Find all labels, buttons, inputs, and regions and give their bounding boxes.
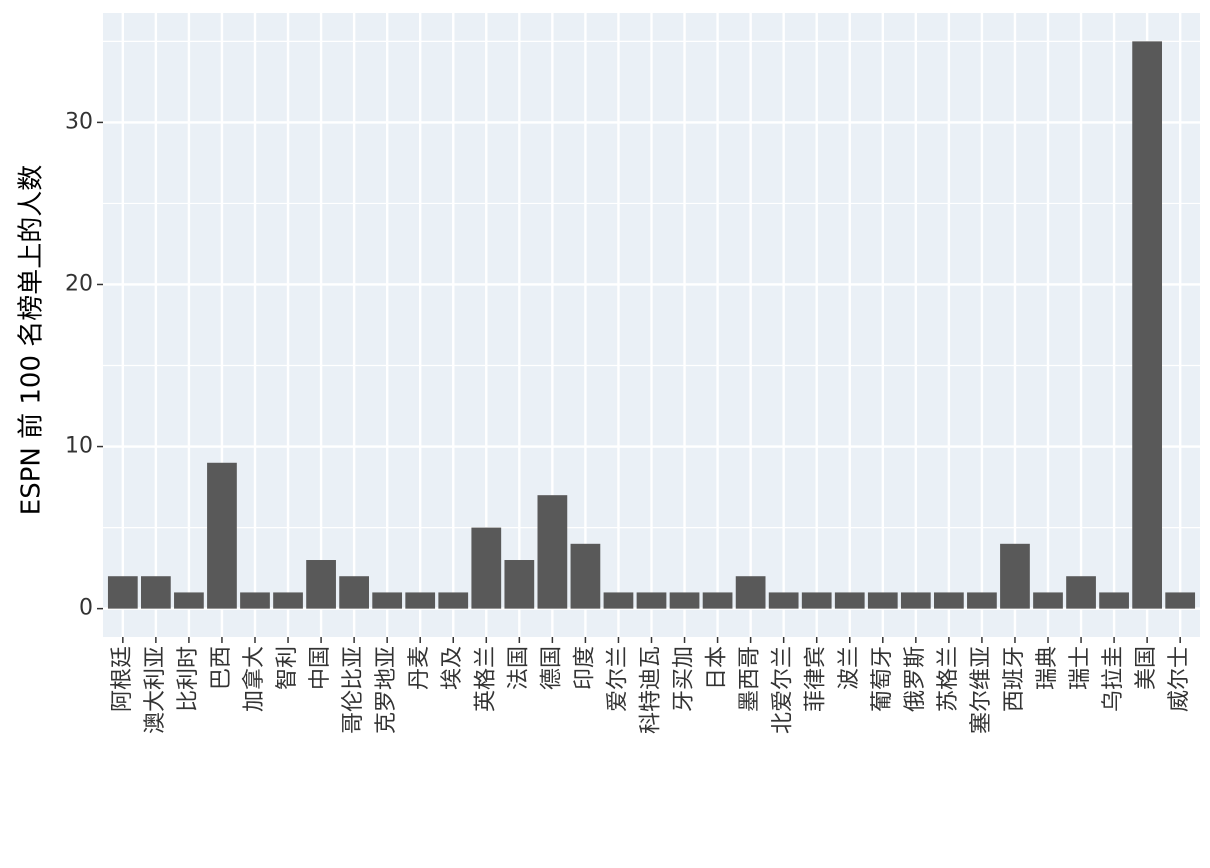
x-tick-label: 墨西哥	[738, 646, 763, 712]
bar	[405, 592, 436, 609]
bar	[174, 592, 204, 609]
x-tick-label: 印度	[572, 646, 597, 690]
x-tick-label: 牙买加	[672, 646, 697, 712]
bar	[240, 592, 270, 609]
bar	[140, 576, 171, 609]
x-tick-label: 北爱尔兰	[771, 646, 796, 734]
x-tick-label: 加拿大	[241, 646, 267, 712]
bar	[306, 560, 336, 609]
x-tick-label: 西班牙	[1002, 646, 1027, 712]
x-tick-label: 克罗地亚	[374, 646, 399, 734]
bar	[1132, 41, 1163, 609]
y-tick-label: 20	[65, 271, 93, 296]
x-tick-label: 哥伦比亚	[341, 646, 366, 734]
bar	[339, 576, 369, 609]
bar	[1099, 592, 1129, 609]
x-tick-label: 法国	[506, 646, 531, 690]
bar	[702, 592, 733, 609]
bar	[603, 592, 634, 609]
bar	[372, 592, 403, 609]
x-tick-label: 巴西	[209, 646, 234, 690]
bar	[471, 527, 502, 609]
x-tick-label: 葡萄牙	[870, 646, 895, 712]
bar	[934, 592, 964, 609]
bar	[967, 592, 997, 609]
x-tick-label: 爱尔兰	[605, 646, 630, 712]
bar	[801, 592, 832, 609]
bar	[570, 543, 601, 609]
bar	[669, 592, 700, 609]
x-tick-label: 埃及	[440, 646, 465, 690]
x-tick-label: 澳大利亚	[143, 646, 168, 734]
x-tick-label: 阿根廷	[110, 646, 135, 712]
x-tick-label: 瑞典	[1035, 646, 1060, 690]
bar	[768, 592, 799, 609]
x-tick-label: 乌拉圭	[1101, 646, 1126, 712]
y-axis-title: ESPN 前 100 名榜单上的人数	[17, 165, 47, 515]
y-tick-label: 0	[79, 596, 93, 621]
x-tick-label: 瑞士	[1068, 646, 1093, 690]
bar	[1066, 576, 1096, 609]
bar	[1000, 543, 1030, 609]
bar	[273, 592, 303, 609]
x-tick-label: 智利	[275, 646, 300, 690]
bar	[1165, 592, 1196, 609]
x-tick-label: 美国	[1134, 646, 1159, 690]
bar	[735, 576, 766, 609]
bar	[207, 462, 237, 609]
y-tick-label: 10	[65, 434, 93, 459]
x-tick-label: 俄罗斯	[903, 646, 928, 712]
x-tick-label: 中国	[308, 646, 333, 690]
x-tick-label: 苏格兰	[936, 646, 961, 712]
x-tick-label: 科特迪瓦	[639, 646, 664, 734]
x-tick-label: 塞尔维亚	[969, 646, 994, 734]
x-tick-label: 德国	[539, 646, 564, 690]
bar	[834, 592, 865, 609]
bar	[900, 592, 931, 609]
bar	[438, 592, 469, 609]
bar	[107, 576, 138, 609]
x-tick-label: 英格兰	[473, 646, 498, 712]
x-tick-label: 比利时	[176, 646, 201, 712]
x-tick-label: 菲律宾	[804, 646, 829, 712]
x-tick-label: 威尔士	[1167, 646, 1192, 712]
bar	[867, 592, 898, 609]
x-tick-label: 丹麦	[407, 646, 432, 690]
bar	[1033, 592, 1063, 609]
x-tick-label: 波兰	[837, 646, 862, 690]
x-tick-label: 日本	[705, 646, 730, 690]
bar	[504, 560, 535, 609]
bar	[537, 495, 568, 609]
bar	[636, 592, 667, 609]
y-tick-label: 30	[65, 109, 93, 134]
